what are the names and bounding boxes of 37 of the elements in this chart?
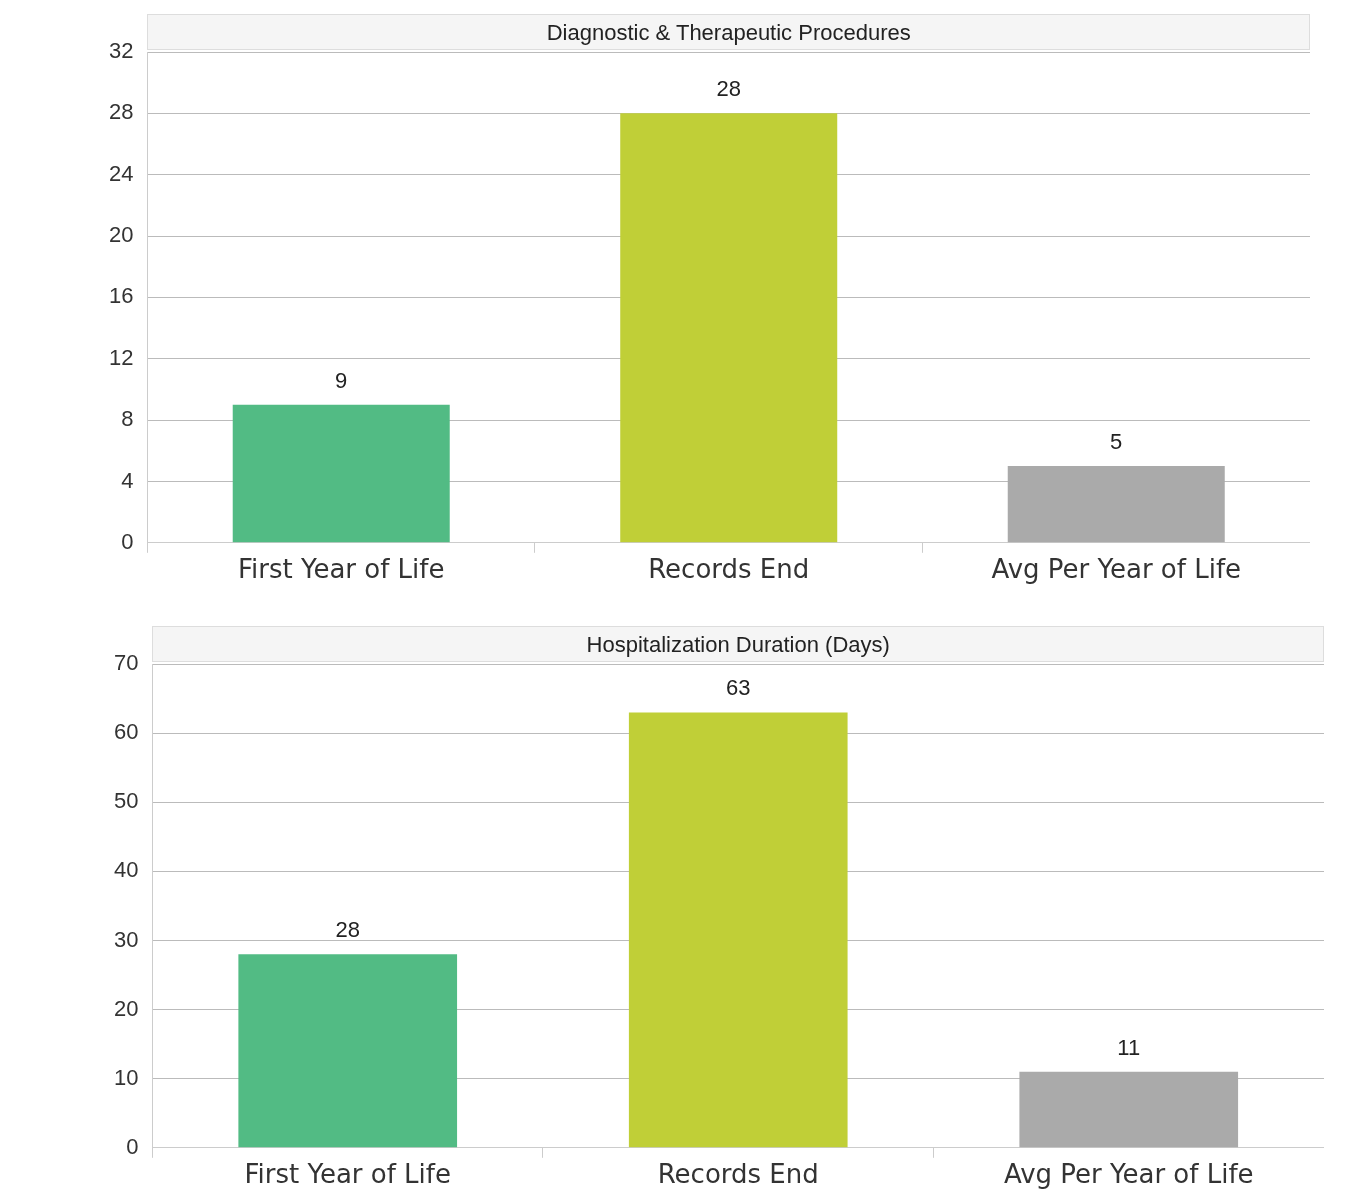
y-tick-label: 60 — [113, 719, 139, 745]
data-label: 11 — [1117, 1034, 1141, 1060]
x-tick-label: Records End — [648, 554, 810, 585]
chart-title: Hospitalization Duration (Days) — [152, 626, 1324, 662]
data-label: 63 — [725, 675, 751, 701]
bar — [628, 712, 848, 1148]
y-tick-label: 28 — [108, 99, 134, 125]
bar — [1007, 466, 1225, 543]
y-tick-label: 0 — [126, 1133, 139, 1159]
y-tick-label: 40 — [113, 857, 139, 883]
y-tick-label: 16 — [108, 283, 134, 309]
y-tick-label: 50 — [113, 788, 139, 814]
y-tick-label: 30 — [113, 926, 139, 952]
data-label: 28 — [335, 917, 360, 943]
y-tick-label: 8 — [121, 406, 134, 432]
data-label: 5 — [1110, 429, 1123, 455]
y-tick-label: 4 — [121, 467, 134, 493]
y-tick-label: 0 — [121, 528, 134, 554]
bar — [620, 113, 838, 543]
y-tick-label: 12 — [108, 344, 134, 370]
y-tick-label: 20 — [113, 995, 139, 1021]
x-tick-label: Avg Per Year of Life — [991, 554, 1242, 585]
x-tick-label: First Year of Life — [237, 554, 445, 585]
y-tick-label: 32 — [108, 38, 134, 64]
x-tick-label: Avg Per Year of Life — [1003, 1159, 1254, 1190]
data-label: 28 — [716, 76, 741, 102]
bar — [232, 404, 450, 543]
y-tick-label: 20 — [108, 222, 134, 248]
data-label: 9 — [335, 367, 348, 393]
x-tick-label: Records End — [657, 1159, 819, 1190]
y-tick-label: 24 — [108, 160, 134, 186]
y-tick-label: 70 — [113, 650, 139, 676]
chart-title: Diagnostic & Therapeutic Procedures — [147, 14, 1310, 50]
bar — [238, 954, 458, 1148]
x-tick-label: First Year of Life — [244, 1159, 451, 1190]
y-tick-label: 10 — [113, 1064, 139, 1090]
bar — [1019, 1071, 1239, 1148]
